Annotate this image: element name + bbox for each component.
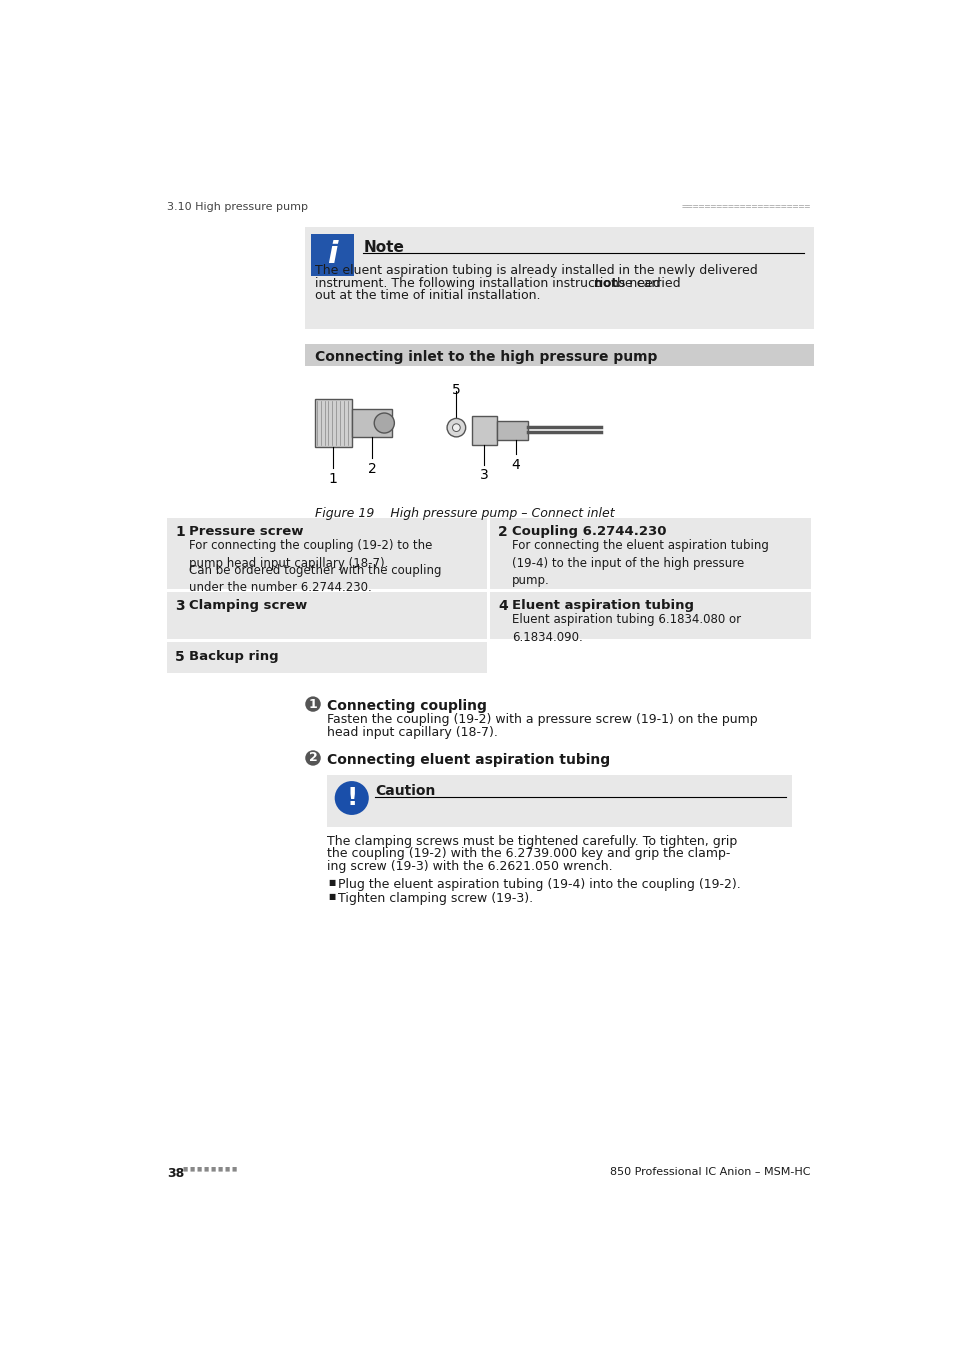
Text: Coupling 6.2744.230: Coupling 6.2744.230 bbox=[512, 525, 666, 539]
Text: Can be ordered together with the coupling
under the number 6.2744.230.: Can be ordered together with the couplin… bbox=[189, 564, 441, 594]
Bar bbox=[490, 518, 810, 589]
Bar bbox=[305, 227, 813, 329]
Text: !: ! bbox=[346, 786, 357, 810]
Text: For connecting the coupling (19-2) to the
pump head input capillary (18-7).: For connecting the coupling (19-2) to th… bbox=[189, 539, 432, 570]
Bar bbox=[314, 400, 352, 447]
Circle shape bbox=[335, 782, 369, 815]
Text: 1: 1 bbox=[329, 472, 337, 486]
Text: instrument. The following installation instructions need: instrument. The following installation i… bbox=[314, 277, 663, 290]
Text: 2: 2 bbox=[309, 752, 317, 764]
Text: ■: ■ bbox=[328, 892, 335, 900]
Text: 3.10 High pressure pump: 3.10 High pressure pump bbox=[167, 202, 308, 212]
Text: Connecting eluent aspiration tubing: Connecting eluent aspiration tubing bbox=[327, 752, 609, 767]
Bar bbox=[167, 643, 487, 674]
Text: The eluent aspiration tubing is already installed in the newly delivered: The eluent aspiration tubing is already … bbox=[314, 265, 757, 277]
Text: ing screw (19-3) with the 6.2621.050 wrench.: ing screw (19-3) with the 6.2621.050 wre… bbox=[327, 860, 612, 872]
Text: 2: 2 bbox=[367, 462, 375, 477]
Bar bbox=[497, 421, 527, 440]
Text: 4: 4 bbox=[497, 599, 507, 613]
Bar bbox=[352, 409, 392, 437]
Text: Note: Note bbox=[363, 240, 404, 255]
Circle shape bbox=[305, 697, 320, 711]
Text: 3: 3 bbox=[174, 599, 185, 613]
Text: Caution: Caution bbox=[375, 784, 435, 798]
Text: Figure 19    High pressure pump – Connect inlet: Figure 19 High pressure pump – Connect i… bbox=[314, 508, 614, 520]
Text: 4: 4 bbox=[511, 458, 520, 471]
Text: 2: 2 bbox=[497, 525, 507, 540]
Circle shape bbox=[452, 424, 459, 432]
Circle shape bbox=[305, 751, 320, 765]
Bar bbox=[311, 234, 354, 275]
Text: The clamping screws must be tightened carefully. To tighten, grip: The clamping screws must be tightened ca… bbox=[327, 836, 737, 848]
Circle shape bbox=[447, 418, 465, 437]
Text: Pressure screw: Pressure screw bbox=[189, 525, 303, 539]
Text: For connecting the eluent aspiration tubing
(19-4) to the input of the high pres: For connecting the eluent aspiration tub… bbox=[512, 539, 768, 587]
Text: ■ ■ ■ ■ ■ ■ ■ ■: ■ ■ ■ ■ ■ ■ ■ ■ bbox=[183, 1166, 236, 1172]
Text: Connecting coupling: Connecting coupling bbox=[327, 699, 486, 713]
Text: Plug the eluent aspiration tubing (19-4) into the coupling (19-2).: Plug the eluent aspiration tubing (19-4)… bbox=[337, 878, 740, 891]
Text: be carried: be carried bbox=[612, 277, 679, 290]
Text: 1: 1 bbox=[174, 525, 185, 540]
Text: the coupling (19-2) with the 6.2739.000 key and grip the clamp-: the coupling (19-2) with the 6.2739.000 … bbox=[327, 848, 730, 860]
Text: Backup ring: Backup ring bbox=[189, 651, 278, 663]
Circle shape bbox=[374, 413, 394, 433]
Bar bbox=[167, 518, 487, 589]
Text: Connecting inlet to the high pressure pump: Connecting inlet to the high pressure pu… bbox=[314, 350, 657, 365]
Text: Eluent aspiration tubing 6.1834.080 or
6.1834.090.: Eluent aspiration tubing 6.1834.080 or 6… bbox=[512, 613, 740, 644]
Text: Tighten clamping screw (19-3).: Tighten clamping screw (19-3). bbox=[337, 892, 533, 904]
Text: Fasten the coupling (19-2) with a pressure screw (19-1) on the pump: Fasten the coupling (19-2) with a pressu… bbox=[327, 713, 757, 726]
Text: 3: 3 bbox=[479, 468, 488, 482]
Text: 38: 38 bbox=[167, 1166, 184, 1180]
Bar bbox=[472, 416, 497, 446]
Text: Clamping screw: Clamping screw bbox=[189, 599, 307, 613]
Bar bbox=[305, 344, 813, 366]
Text: 5: 5 bbox=[174, 651, 185, 664]
Bar bbox=[490, 591, 810, 640]
Text: out at the time of initial installation.: out at the time of initial installation. bbox=[314, 289, 539, 302]
Bar bbox=[167, 591, 487, 640]
Text: i: i bbox=[327, 240, 337, 269]
Text: 5: 5 bbox=[452, 383, 460, 397]
Bar bbox=[327, 775, 791, 828]
Text: head input capillary (18-7).: head input capillary (18-7). bbox=[327, 726, 497, 738]
Text: 1: 1 bbox=[309, 698, 317, 710]
Text: Eluent aspiration tubing: Eluent aspiration tubing bbox=[512, 599, 694, 613]
Text: not: not bbox=[593, 277, 617, 290]
Text: ======================: ====================== bbox=[680, 202, 810, 212]
Text: ■: ■ bbox=[328, 878, 335, 887]
Text: 850 Professional IC Anion – MSM-HC: 850 Professional IC Anion – MSM-HC bbox=[609, 1166, 810, 1177]
